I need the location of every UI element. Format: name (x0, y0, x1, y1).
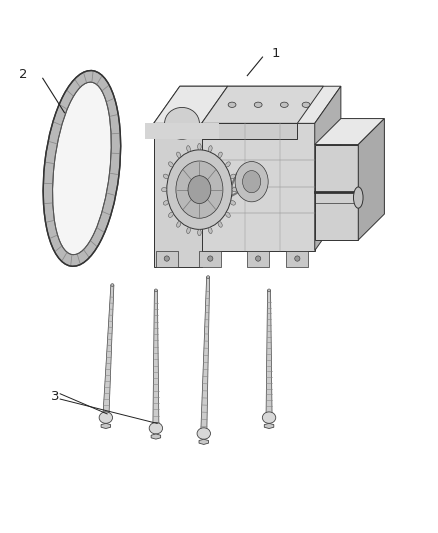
Ellipse shape (167, 150, 232, 229)
Ellipse shape (254, 102, 262, 108)
Polygon shape (266, 290, 272, 418)
Ellipse shape (176, 161, 223, 218)
Ellipse shape (208, 256, 213, 261)
Polygon shape (103, 285, 114, 418)
Ellipse shape (208, 146, 212, 152)
Ellipse shape (163, 200, 169, 205)
Ellipse shape (232, 188, 237, 192)
Ellipse shape (187, 228, 191, 233)
Polygon shape (199, 439, 208, 445)
Text: 3: 3 (51, 390, 60, 403)
Ellipse shape (226, 212, 230, 217)
Polygon shape (201, 86, 323, 123)
Polygon shape (151, 434, 161, 439)
Polygon shape (153, 290, 159, 428)
Ellipse shape (302, 102, 310, 108)
Ellipse shape (164, 256, 170, 261)
Ellipse shape (230, 174, 236, 179)
Polygon shape (154, 86, 341, 123)
Text: 1: 1 (271, 47, 280, 60)
Ellipse shape (243, 171, 261, 193)
Ellipse shape (169, 162, 173, 167)
Ellipse shape (353, 187, 363, 208)
Ellipse shape (163, 174, 169, 179)
Polygon shape (145, 123, 219, 139)
Ellipse shape (268, 289, 271, 292)
Ellipse shape (198, 229, 201, 236)
Polygon shape (201, 277, 210, 434)
Ellipse shape (154, 289, 157, 292)
Ellipse shape (255, 256, 261, 261)
Ellipse shape (53, 82, 111, 255)
Polygon shape (315, 144, 358, 240)
Ellipse shape (230, 200, 236, 205)
Polygon shape (315, 118, 385, 144)
Ellipse shape (188, 176, 211, 204)
Polygon shape (154, 86, 228, 123)
Polygon shape (199, 251, 221, 266)
Text: 2: 2 (19, 68, 27, 81)
Ellipse shape (280, 102, 288, 108)
Ellipse shape (43, 70, 120, 266)
Polygon shape (156, 251, 178, 266)
Polygon shape (358, 118, 385, 240)
Ellipse shape (208, 228, 212, 233)
Ellipse shape (169, 212, 173, 217)
Ellipse shape (228, 102, 236, 108)
Ellipse shape (207, 276, 210, 279)
Polygon shape (315, 86, 341, 251)
Polygon shape (264, 423, 274, 429)
Polygon shape (247, 251, 269, 266)
Polygon shape (201, 123, 297, 139)
Ellipse shape (149, 423, 162, 434)
Ellipse shape (99, 412, 113, 423)
Ellipse shape (177, 152, 181, 158)
Polygon shape (286, 251, 308, 266)
Ellipse shape (111, 284, 114, 286)
Ellipse shape (197, 428, 211, 439)
Polygon shape (101, 423, 110, 429)
Polygon shape (154, 123, 315, 251)
Ellipse shape (218, 152, 222, 158)
Ellipse shape (235, 161, 268, 202)
Polygon shape (154, 123, 201, 266)
Ellipse shape (165, 108, 199, 139)
Ellipse shape (295, 256, 300, 261)
Ellipse shape (262, 412, 276, 423)
Ellipse shape (162, 188, 167, 192)
Ellipse shape (226, 162, 230, 167)
Ellipse shape (177, 222, 181, 227)
Ellipse shape (198, 143, 201, 150)
Ellipse shape (218, 222, 222, 227)
Ellipse shape (187, 146, 191, 152)
